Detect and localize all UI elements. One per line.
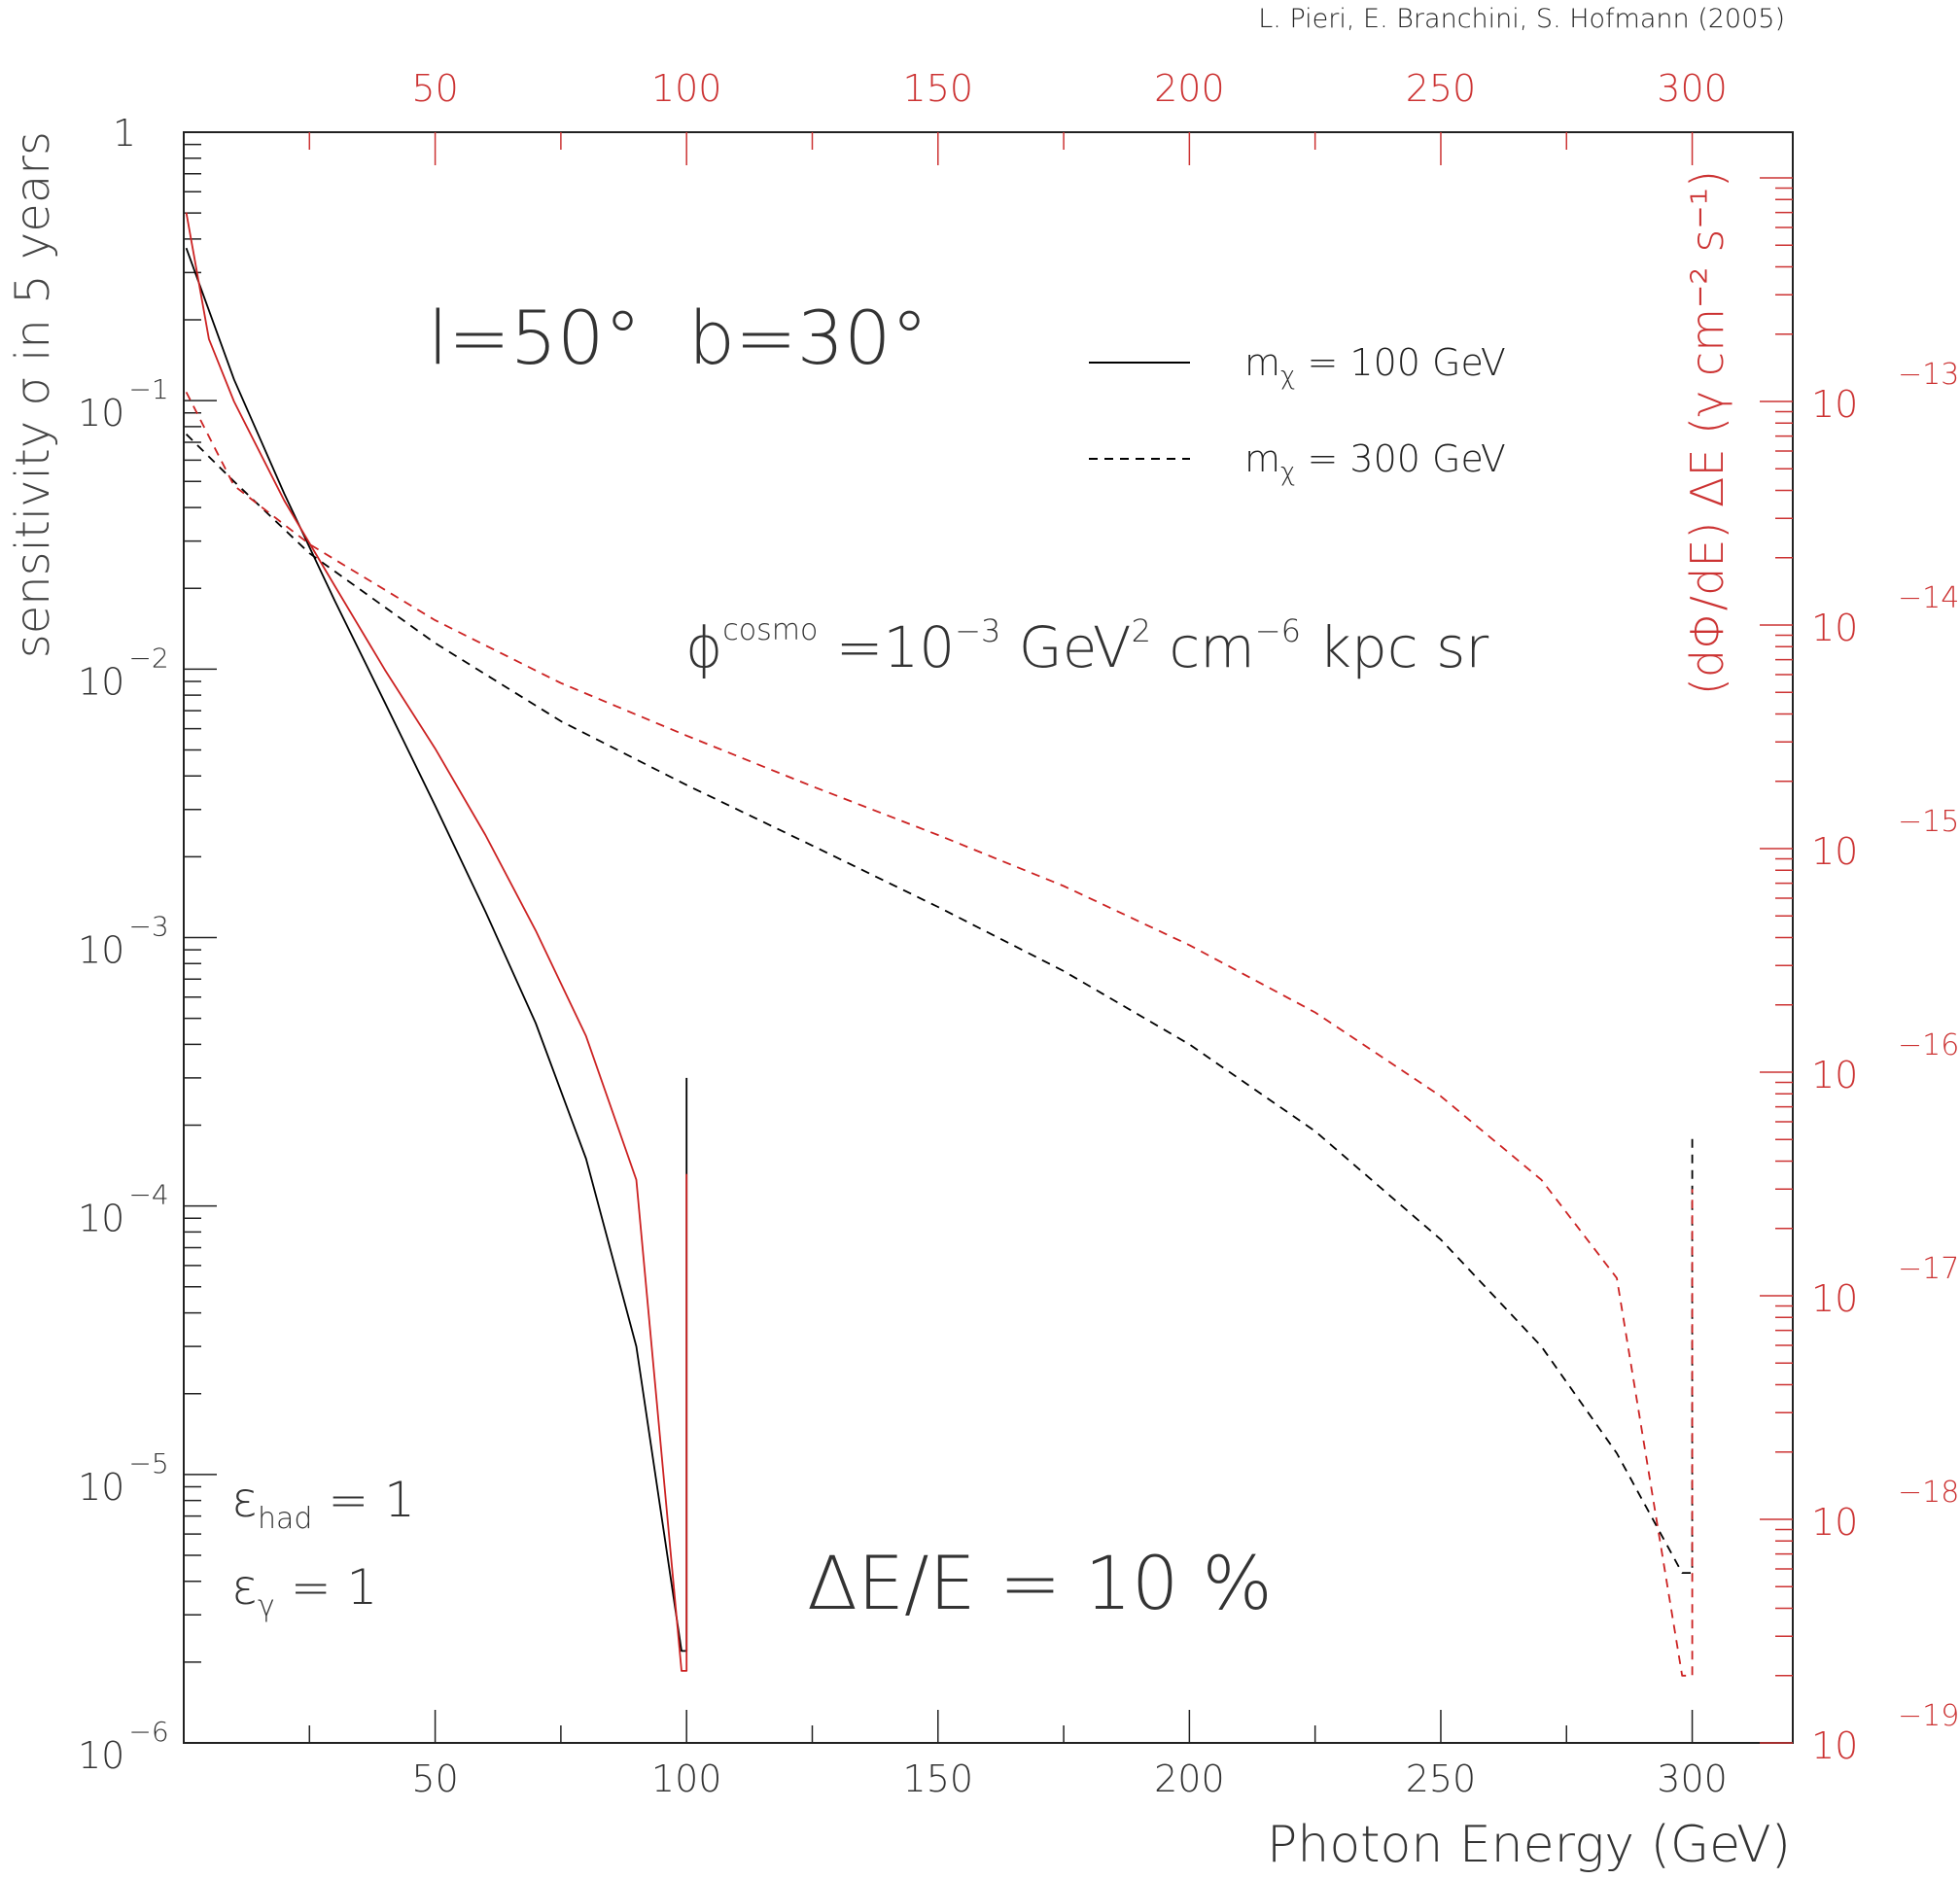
x-tick-label: 100 [651, 1757, 722, 1800]
x-top-tick-label: 100 [651, 67, 722, 110]
y2-tick-label: 10−18 [1811, 1476, 1959, 1544]
x-top-tick-label: 50 [411, 67, 458, 110]
y2-tick-label: 10−17 [1811, 1252, 1959, 1320]
eps-had-annotation: εhad = 1 [231, 1472, 415, 1536]
resolution-annotation: ΔE/E = 10 % [807, 1540, 1273, 1626]
y-tick-label: 10−4 [78, 1179, 169, 1240]
x-top-tick-label: 200 [1154, 67, 1225, 110]
phi-cosmo-annotation: ϕcosmo =10−3 GeV2 cm−6 kpc sr [685, 612, 1488, 680]
eps-gamma-annotation: εγ = 1 [231, 1559, 377, 1623]
y2-tick-label: 10−19 [1811, 1699, 1959, 1767]
y-axis-right: 10−13 10−14 10−15 10−16 10−17 10−18 10−19 [1760, 177, 1959, 1767]
y2-axis-label: (dΦ/dE) ΔE (γ cm⁻² s⁻¹) [1681, 170, 1733, 695]
x-axis: 50 100 150 200 250 300 [308, 1710, 1728, 1800]
x-top-tick-label: 250 [1406, 67, 1477, 110]
x-axis-label: Photon Energy (GeV) [1267, 1816, 1791, 1874]
coords-annotation: l=50° b=30° [428, 295, 928, 381]
y2-tick-label: 10−15 [1811, 805, 1959, 873]
series-line-2 [185, 212, 688, 1672]
x-tick-label: 50 [411, 1757, 458, 1800]
y-tick-label: 10−1 [78, 373, 169, 435]
legend-label-100: mχ = 100 GeV [1244, 341, 1506, 391]
legend: mχ = 100 GeV mχ = 300 GeV [1089, 341, 1506, 487]
y-tick-label: 10−6 [78, 1716, 169, 1777]
legend-label-300: mχ = 300 GeV [1244, 437, 1506, 487]
series-line-3 [185, 391, 1694, 1677]
series-line-1 [185, 434, 1694, 1574]
x-axis-top: 50 100 150 200 250 300 [308, 67, 1728, 165]
y2-tick-label: 10−13 [1811, 358, 1959, 426]
y2-tick-label: 10−16 [1811, 1028, 1959, 1096]
y-axis-left: 1 10−1 10−2 10−3 10−4 10−5 10−6 [78, 112, 217, 1777]
plot-series [185, 212, 1694, 1677]
y2-tick-label: 10−14 [1811, 581, 1959, 649]
x-top-tick-label: 150 [903, 67, 974, 110]
y-axis-label: sensitivity σ in 5 years [6, 131, 60, 658]
plot-frame [183, 131, 1794, 1744]
y-tick-label: 10−2 [78, 642, 169, 703]
credit-text: L. Pieri, E. Branchini, S. Hofmann (2005… [1258, 4, 1785, 34]
x-tick-label: 300 [1657, 1757, 1728, 1800]
x-tick-label: 250 [1406, 1757, 1477, 1800]
y-tick-label: 1 [113, 112, 136, 155]
x-tick-label: 200 [1154, 1757, 1225, 1800]
y-tick-label: 10−3 [78, 911, 169, 972]
x-tick-label: 150 [903, 1757, 974, 1800]
series-line-0 [185, 247, 688, 1653]
x-top-tick-label: 300 [1657, 67, 1728, 110]
y-tick-label: 10−5 [78, 1447, 169, 1509]
